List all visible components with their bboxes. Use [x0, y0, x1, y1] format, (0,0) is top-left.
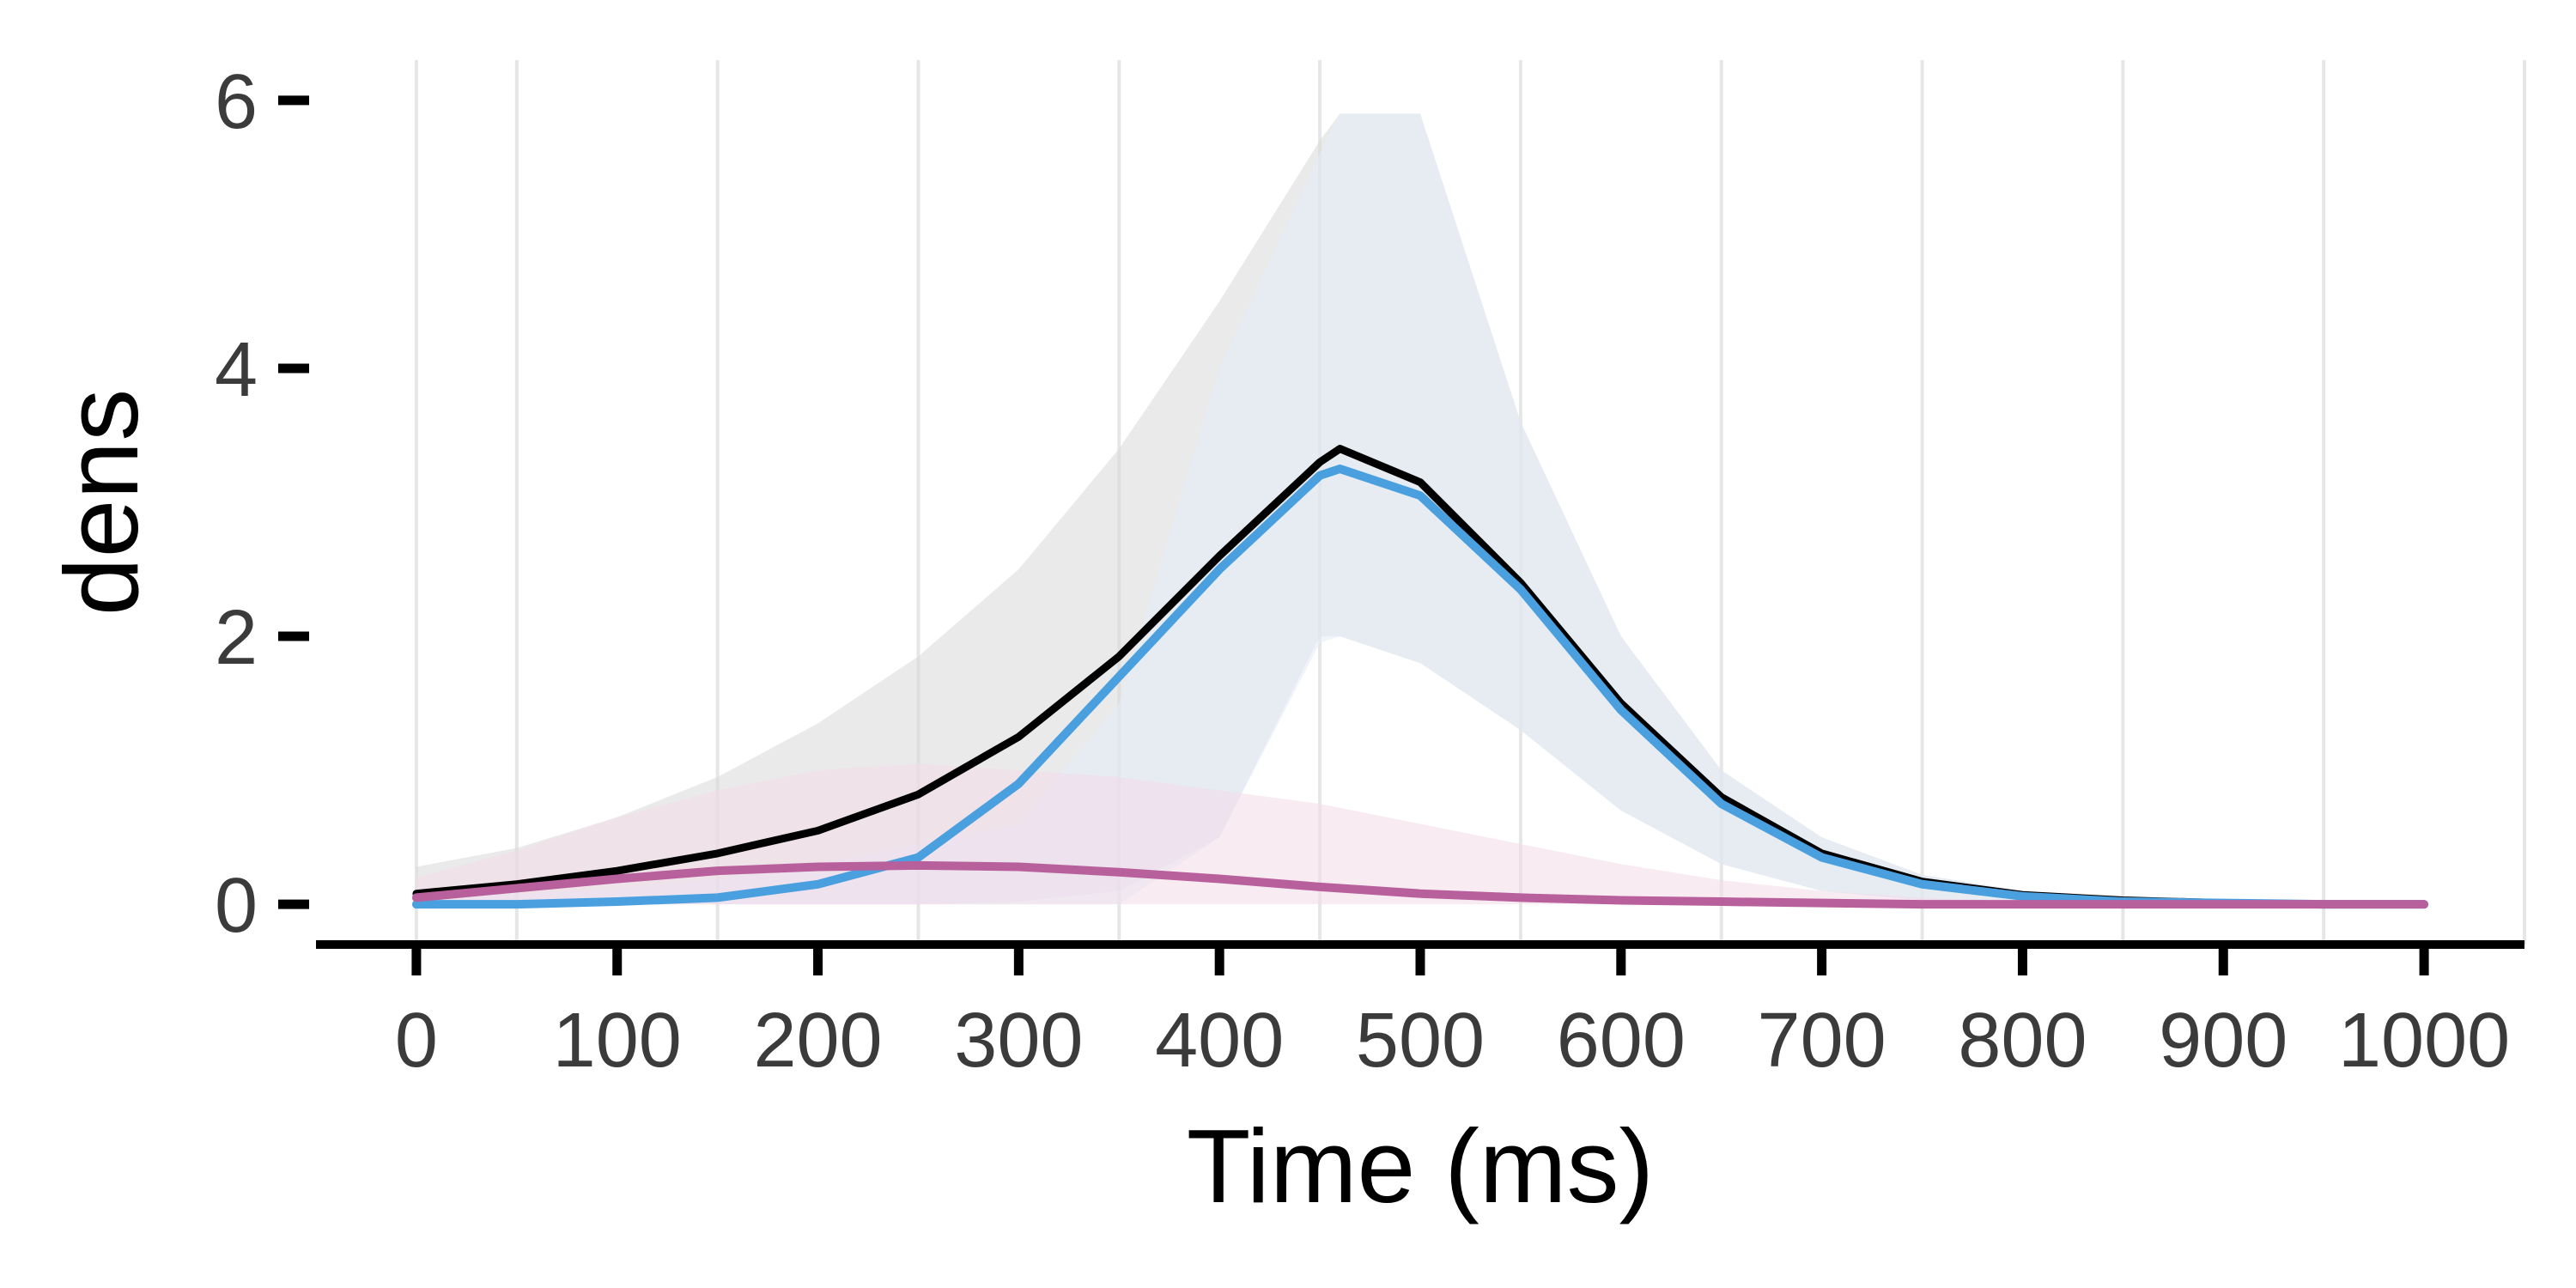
y-tick-label: 2 [215, 595, 258, 681]
x-tick-label: 100 [553, 998, 682, 1084]
series-lines [411, 445, 2429, 909]
x-tick-label: 900 [2159, 998, 2287, 1084]
x-tick-label: 700 [1758, 998, 1886, 1084]
series-2-band [416, 113, 2425, 905]
y-axis: 0 2 4 6 [215, 59, 309, 949]
x-tick-label: 500 [1356, 998, 1485, 1084]
x-tick-label: 200 [753, 998, 882, 1084]
series-3-line [411, 860, 2429, 909]
x-tick-label: 300 [954, 998, 1083, 1084]
x-tick-label: 400 [1155, 998, 1284, 1084]
x-tick-label: 800 [1958, 998, 2087, 1084]
y-tick-label: 4 [215, 327, 258, 413]
x-tick-label: 600 [1557, 998, 1686, 1084]
y-axis-title: dens [43, 389, 160, 617]
series-2-line [411, 464, 2429, 909]
x-axis: 0 100 200 300 400 500 600 700 800 900 1000 [316, 940, 2524, 1084]
vertical-grid [414, 60, 2526, 945]
x-tick-label: 0 [395, 998, 438, 1084]
x-tick-label: 1000 [2338, 998, 2510, 1084]
x-axis-title: Time (ms) [1187, 1108, 1654, 1224]
y-tick-label: 0 [215, 863, 258, 949]
y-tick-label: 6 [215, 59, 258, 145]
